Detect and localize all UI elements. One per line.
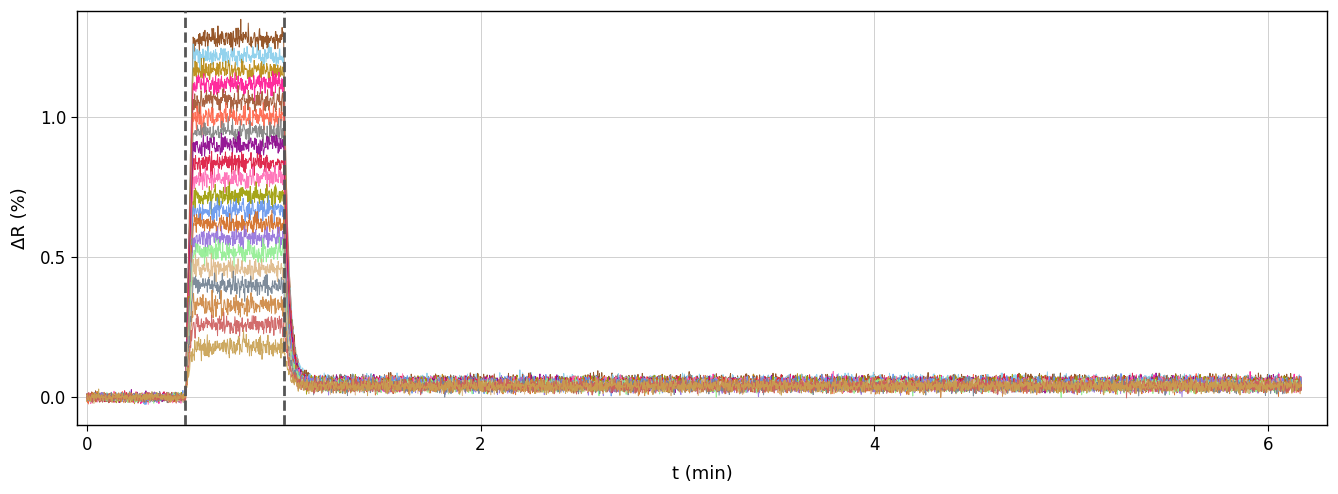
X-axis label: t (min): t (min) — [672, 465, 732, 483]
Y-axis label: ΔR (%): ΔR (%) — [11, 187, 29, 249]
